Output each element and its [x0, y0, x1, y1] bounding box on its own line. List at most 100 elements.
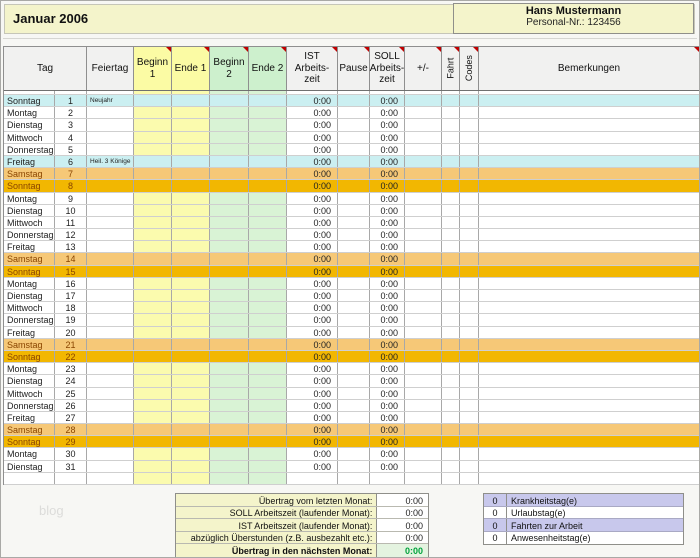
cell-b1[interactable] — [134, 472, 172, 484]
cell-pm-7[interactable] — [405, 168, 442, 180]
cell-soll-29[interactable]: 0:00 — [370, 436, 405, 448]
cell-e1-21[interactable] — [172, 338, 210, 350]
cell-e2-16[interactable] — [249, 277, 287, 289]
cell-b2[interactable] — [210, 472, 249, 484]
cell-codes-20[interactable] — [460, 326, 479, 338]
cell-num-30[interactable]: 30 — [55, 448, 87, 460]
cell-day-4[interactable]: Mittwoch — [4, 131, 55, 143]
cell-b1-9[interactable] — [134, 192, 172, 204]
cell-e2-31[interactable] — [249, 460, 287, 472]
cell-bem-11[interactable] — [479, 217, 699, 228]
cell-num-5[interactable]: 5 — [55, 143, 87, 155]
cell-codes-30[interactable] — [460, 448, 479, 460]
cell-pm-2[interactable] — [405, 107, 442, 119]
cell-codes-22[interactable] — [460, 350, 479, 363]
cell-b2-27[interactable] — [210, 411, 249, 424]
cell-day[interactable] — [4, 472, 55, 484]
cell-ist-8[interactable]: 0:00 — [287, 180, 338, 192]
cell-codes-15[interactable] — [460, 265, 479, 277]
cell-fahrt-2[interactable] — [442, 107, 460, 119]
cell-codes-2[interactable] — [460, 107, 479, 119]
cell-fahrt-19[interactable] — [442, 314, 460, 326]
cell-pm-13[interactable] — [405, 241, 442, 253]
cell-e2-8[interactable] — [249, 180, 287, 192]
cell-num-4[interactable]: 4 — [55, 131, 87, 143]
cell-b2-6[interactable] — [210, 155, 249, 168]
cell-fahrt-9[interactable] — [442, 192, 460, 204]
cell-b1-2[interactable] — [134, 107, 172, 119]
cell-fahrt-14[interactable] — [442, 253, 460, 265]
cell-bem-20[interactable] — [479, 327, 699, 338]
cell-e2-28[interactable] — [249, 424, 287, 436]
cell-fahrt-3[interactable] — [442, 119, 460, 131]
cell-bem-30[interactable] — [479, 448, 699, 459]
cell-pm-10[interactable] — [405, 204, 442, 216]
cell-pm-1[interactable] — [405, 95, 442, 107]
cell-fahrt-15[interactable] — [442, 265, 460, 277]
cell-e2-29[interactable] — [249, 436, 287, 448]
cell-day-11[interactable]: Mittwoch — [4, 216, 55, 229]
cell-pm-6[interactable] — [405, 155, 442, 168]
cell-day-5[interactable]: Donnerstag — [4, 143, 55, 155]
cell-pause-20[interactable] — [338, 326, 370, 338]
cell-pause-15[interactable] — [338, 265, 370, 277]
cell-feiertag-12[interactable] — [87, 229, 134, 241]
cell-b1-23[interactable] — [134, 363, 172, 375]
cell-day-12[interactable]: Donnerstag — [4, 229, 55, 241]
cell-b2-15[interactable] — [210, 265, 249, 277]
cell-pause-18[interactable] — [338, 302, 370, 314]
cell-num-14[interactable]: 14 — [55, 253, 87, 265]
summary-value[interactable]: 0:00 — [377, 544, 428, 557]
cell-pause-23[interactable] — [338, 363, 370, 375]
cell-e1-19[interactable] — [172, 314, 210, 326]
cell-feiertag-16[interactable] — [87, 277, 134, 289]
cell-pause-8[interactable] — [338, 180, 370, 192]
cell-b1-1[interactable] — [134, 95, 172, 107]
cell-feiertag-30[interactable] — [87, 448, 134, 460]
cell-soll-27[interactable]: 0:00 — [370, 411, 405, 424]
cell-b1-15[interactable] — [134, 265, 172, 277]
cell-bem-15[interactable] — [479, 266, 699, 277]
cell-pause-26[interactable] — [338, 399, 370, 411]
cell-feiertag-21[interactable] — [87, 338, 134, 350]
cell-day-27[interactable]: Freitag — [4, 411, 55, 424]
cell-pause-7[interactable] — [338, 168, 370, 180]
cell-num-2[interactable]: 2 — [55, 107, 87, 119]
cell-bem-8[interactable] — [479, 180, 699, 191]
cell-fahrt-20[interactable] — [442, 326, 460, 338]
cell-e2-9[interactable] — [249, 192, 287, 204]
cell-feiertag-22[interactable] — [87, 350, 134, 363]
cell-e1-2[interactable] — [172, 107, 210, 119]
cell-fahrt-22[interactable] — [442, 350, 460, 363]
cell-bem-29[interactable] — [479, 436, 699, 447]
cell-ist-17[interactable]: 0:00 — [287, 290, 338, 302]
cell-day-25[interactable]: Mittwoch — [4, 387, 55, 399]
cell-pm[interactable] — [405, 472, 442, 484]
cell-pause[interactable] — [338, 472, 370, 484]
cell-bem-31[interactable] — [479, 461, 699, 472]
cell-bem[interactable] — [479, 473, 699, 484]
cell-day-22[interactable]: Sonntag — [4, 350, 55, 363]
cell-fahrt-23[interactable] — [442, 363, 460, 375]
cell-pause-2[interactable] — [338, 107, 370, 119]
cell-ist-7[interactable]: 0:00 — [287, 168, 338, 180]
cell-b2-9[interactable] — [210, 192, 249, 204]
cell-num-20[interactable]: 20 — [55, 326, 87, 338]
cell-ist-5[interactable]: 0:00 — [287, 143, 338, 155]
cell-pm-11[interactable] — [405, 216, 442, 229]
cell-day-16[interactable]: Montag — [4, 277, 55, 289]
cell-bem-1[interactable] — [479, 95, 699, 106]
cell-day-1[interactable]: Sonntag — [4, 95, 55, 107]
cell-num-3[interactable]: 3 — [55, 119, 87, 131]
cell-soll-31[interactable]: 0:00 — [370, 460, 405, 472]
cell-day-2[interactable]: Montag — [4, 107, 55, 119]
cell-num-18[interactable]: 18 — [55, 302, 87, 314]
cell-ist-12[interactable]: 0:00 — [287, 229, 338, 241]
cell-e2[interactable] — [249, 472, 287, 484]
cell-e2-21[interactable] — [249, 338, 287, 350]
cell-bem-6[interactable] — [479, 156, 699, 167]
cell-b2-24[interactable] — [210, 375, 249, 387]
stat-value[interactable]: 0 — [484, 519, 507, 531]
cell-b1-20[interactable] — [134, 326, 172, 338]
cell-ist-26[interactable]: 0:00 — [287, 399, 338, 411]
